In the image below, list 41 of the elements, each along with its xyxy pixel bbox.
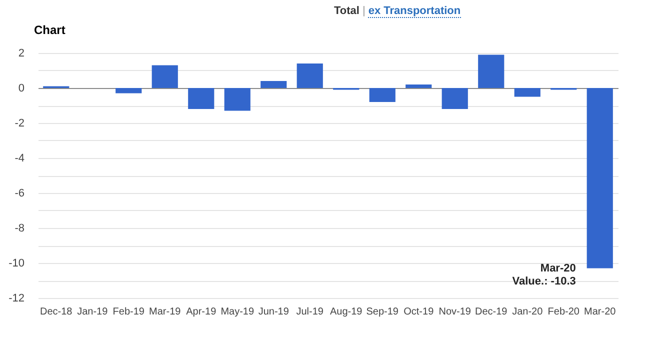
x-tick-label: Sep-19 (366, 306, 399, 318)
x-tick-label: Dec-18 (40, 306, 73, 318)
y-tick-label: 2 (18, 48, 24, 60)
y-tick-label: -6 (14, 188, 24, 200)
x-tick-label: Apr-19 (186, 306, 217, 318)
x-tick-label: Feb-20 (548, 306, 580, 318)
y-tick-label: -2 (14, 118, 24, 130)
x-tick-label: Jun-19 (258, 306, 290, 318)
bar (260, 81, 287, 88)
text: ex Transportation (368, 5, 461, 18)
x-tick-label: Aug-19 (330, 306, 363, 318)
x-tick-label: Jul-19 (296, 306, 324, 318)
text: Total (334, 5, 360, 17)
bar (514, 88, 540, 97)
x-tick-label: Mar-19 (149, 306, 182, 318)
annotation: Mar-20 Value.: -10.3 (512, 262, 576, 288)
bar (586, 88, 613, 268)
bar (188, 88, 214, 109)
bar (296, 64, 323, 88)
bar (224, 88, 250, 111)
x-tick-label: Oct-19 (404, 306, 434, 318)
bar (406, 84, 432, 88)
x-tick-label: Mar-20 (584, 306, 616, 318)
bar (369, 88, 396, 102)
bar (152, 65, 178, 88)
x-tick-label: Jan-20 (512, 306, 544, 318)
y-tick-label: -4 (14, 152, 24, 164)
x-tick-label: May-19 (220, 306, 254, 318)
x-tick-label: Jan-19 (77, 306, 108, 318)
y-tick-label: -8 (14, 222, 24, 234)
y-tick-label: -10 (8, 258, 24, 270)
bar (442, 88, 468, 109)
text: | (362, 5, 366, 17)
y-tick-label: -12 (8, 292, 24, 304)
x-tick-label: Nov-19 (438, 306, 472, 318)
bar (116, 88, 142, 94)
x-tick-label: Dec-19 (475, 306, 508, 318)
y-tick-label: 0 (18, 82, 24, 94)
x-tick-label: Feb-19 (112, 306, 145, 318)
bar (478, 54, 504, 88)
chart-title: Chart (34, 23, 66, 37)
